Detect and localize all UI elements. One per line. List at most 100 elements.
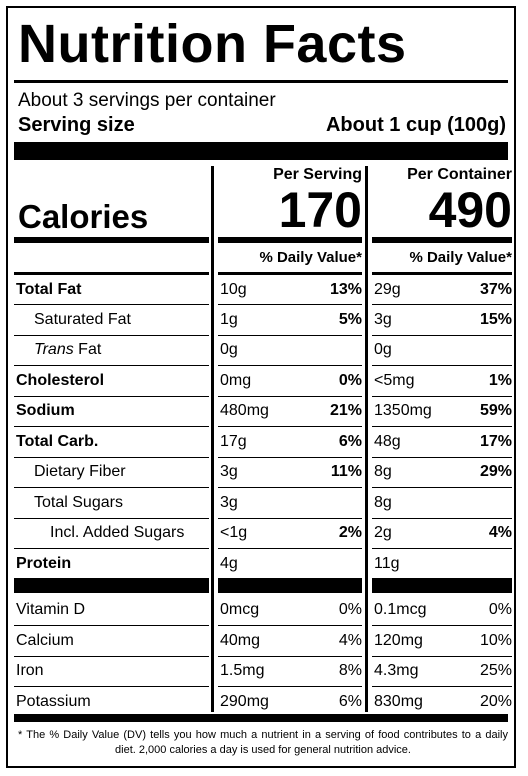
dv-header-container: % Daily Value* [409, 249, 512, 266]
row-divider [14, 426, 209, 427]
container-dv-dietary-fiber: 29% [479, 463, 512, 480]
servings-per-container: About 3 servings per container [18, 90, 276, 111]
nutrient-label-saturated-fat: Saturated Fat [34, 311, 131, 328]
label-title: Nutrition Facts [18, 14, 407, 74]
nutrient-label-total-carb: Total Carb. [16, 433, 99, 450]
row-divider [372, 656, 512, 657]
row-divider [218, 365, 362, 366]
row-divider [14, 396, 209, 397]
row-divider [218, 686, 362, 687]
container-amount-trans-fat: 0g [374, 341, 392, 358]
serving-dv-vitamin-d: 0% [338, 601, 362, 618]
row-divider [14, 487, 209, 488]
serving-dv-calcium: 4% [338, 632, 362, 649]
serving-amount-sodium: 480mg [220, 402, 269, 419]
dv-divider-serving [218, 272, 362, 275]
thick-divider-bottom [14, 714, 508, 722]
calories-per-serving: 170 [278, 182, 362, 238]
serving-dv-sodium: 21% [329, 402, 362, 419]
title-divider [14, 80, 508, 83]
serving-dv-potassium: 6% [338, 693, 362, 710]
serving-amount-cholesterol: 0mg [220, 372, 252, 389]
row-divider [14, 548, 209, 549]
serving-amount-dietary-fiber: 3g [220, 463, 238, 480]
trans-fat-suffix: Fat [73, 341, 102, 358]
serving-amount-potassium: 290mg [220, 693, 269, 710]
row-divider [218, 457, 362, 458]
container-amount-total-carb: 48g [374, 433, 401, 450]
trans-italic-label: Trans [34, 341, 74, 358]
row-divider [218, 304, 362, 305]
column-separator-left [211, 166, 214, 712]
container-amount-iron: 4.3mg [374, 662, 419, 679]
container-amount-total-fat: 29g [374, 281, 401, 298]
container-amount-potassium: 830mg [374, 693, 423, 710]
row-divider [14, 335, 209, 336]
row-divider [372, 625, 512, 626]
container-amount-saturated-fat: 3g [374, 311, 392, 328]
container-amount-protein: 11g [374, 555, 400, 572]
row-divider [14, 518, 209, 519]
row-divider [14, 625, 209, 626]
serving-amount-added-sugars: <1g [220, 524, 248, 541]
serving-dv-added-sugars: 2% [338, 524, 362, 541]
serving-amount-total-fat: 10g [220, 281, 247, 298]
row-divider [218, 548, 362, 549]
calories-per-container: 490 [428, 182, 512, 238]
row-divider [14, 365, 209, 366]
serving-amount-protein: 4g [220, 555, 238, 572]
calories-divider-label [14, 237, 209, 243]
nutrient-label-added-sugars: Incl. Added Sugars [50, 524, 185, 541]
row-divider [372, 304, 512, 305]
serving-dv-total-carb: 6% [338, 433, 362, 450]
container-dv-cholesterol: 1% [488, 372, 512, 389]
container-amount-sodium: 1350mg [374, 402, 432, 419]
container-dv-added-sugars: 4% [488, 524, 512, 541]
nutrient-label-dietary-fiber: Dietary Fiber [34, 463, 126, 480]
thick-divider-protein-serving [218, 578, 362, 593]
serving-amount-iron: 1.5mg [220, 662, 265, 679]
serving-dv-iron: 8% [338, 662, 362, 679]
row-divider [14, 686, 209, 687]
thick-divider-protein-container [372, 578, 512, 593]
serving-dv-saturated-fat: 5% [338, 311, 362, 328]
vitamin-label-calcium: Calcium [16, 632, 74, 649]
container-amount-total-sugars: 8g [374, 494, 392, 511]
vitamin-label-potassium: Potassium [16, 693, 91, 710]
row-divider [372, 365, 512, 366]
dv-divider-label [14, 272, 209, 275]
serving-amount-calcium: 40mg [220, 632, 261, 649]
container-dv-total-carb: 17% [479, 433, 512, 450]
dv-divider-container [372, 272, 512, 275]
calories-divider-serving [218, 237, 362, 243]
nutrient-label-sodium: Sodium [16, 402, 75, 419]
calories-label: Calories [18, 198, 149, 235]
container-amount-calcium: 120mg [374, 632, 423, 649]
per-serving-header: Per Serving [273, 166, 362, 183]
row-divider [372, 335, 512, 336]
row-divider [218, 426, 362, 427]
row-divider [14, 304, 209, 305]
row-divider [372, 396, 512, 397]
serving-amount-saturated-fat: 1g [220, 311, 238, 328]
thick-divider-protein-label [14, 578, 209, 593]
container-amount-added-sugars: 2g [374, 524, 392, 541]
serving-dv-cholesterol: 0% [338, 372, 362, 389]
container-dv-vitamin-d: 0% [488, 601, 512, 618]
row-divider [218, 396, 362, 397]
container-dv-calcium: 10% [479, 632, 512, 649]
nutrient-label-cholesterol: Cholesterol [16, 372, 105, 389]
serving-size-value: About 1 cup (100g) [325, 114, 506, 136]
nutrient-label-total-fat: Total Fat [16, 281, 82, 298]
nutrition-label: Nutrition Facts About 3 servings per con… [6, 6, 516, 768]
container-amount-dietary-fiber: 8g [374, 463, 392, 480]
row-divider [372, 548, 512, 549]
container-dv-potassium: 20% [479, 693, 512, 710]
calories-divider-container [372, 237, 512, 243]
container-dv-iron: 25% [479, 662, 512, 679]
dv-header-serving: % Daily Value* [259, 249, 362, 266]
nutrient-label-protein: Protein [16, 555, 72, 572]
thick-divider-top [14, 142, 508, 160]
row-divider [218, 518, 362, 519]
row-divider [218, 656, 362, 657]
